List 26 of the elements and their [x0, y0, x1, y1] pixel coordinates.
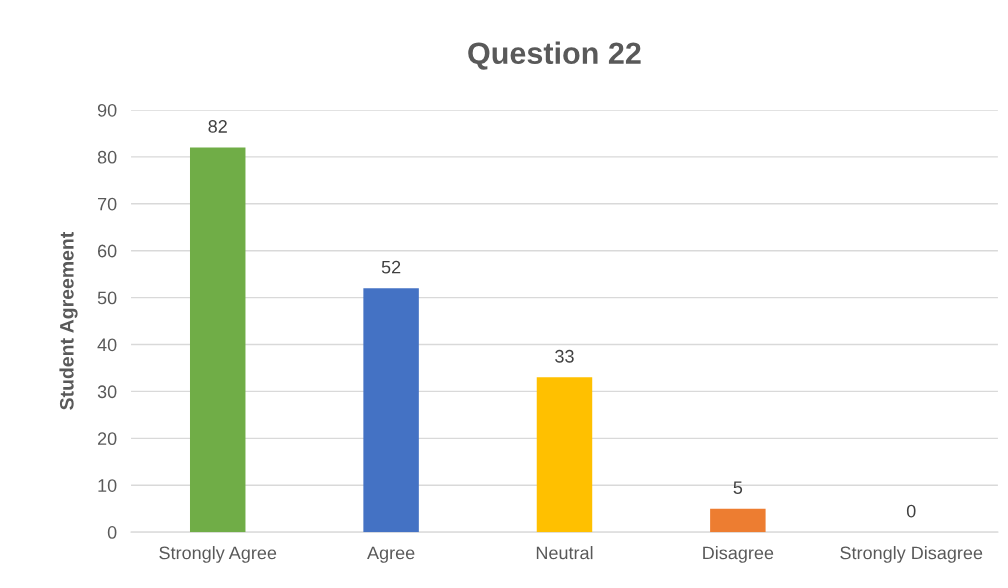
- y-tick-label: 50: [97, 291, 117, 305]
- y-tick-label: 60: [97, 244, 117, 258]
- y-tick-label: 20: [97, 432, 117, 446]
- bar: [363, 288, 419, 533]
- bar: [536, 377, 593, 533]
- x-tick-label: Disagree: [703, 546, 774, 563]
- y-tick-label: 30: [97, 385, 117, 399]
- y-tick-label: 80: [97, 150, 117, 164]
- y-tick-label: 10: [98, 479, 117, 492]
- data-label: 52: [381, 260, 401, 274]
- x-tick-label: Agree: [367, 546, 415, 563]
- data-label: 5: [733, 481, 743, 495]
- bar: [189, 147, 246, 533]
- y-tick-label: 90: [97, 103, 117, 117]
- bar: [710, 508, 766, 533]
- y-tick-label: 0: [107, 526, 117, 539]
- x-tick-label: Neutral: [536, 546, 593, 560]
- x-tick-label: Strongly Agree: [159, 546, 277, 563]
- y-tick-label: 70: [98, 197, 117, 211]
- chart-title: Question 22: [468, 41, 641, 70]
- data-label: 0: [906, 504, 916, 518]
- data-label: 33: [555, 349, 574, 363]
- y-tick-label: 40: [97, 338, 117, 352]
- data-label: 82: [208, 120, 227, 133]
- y-axis-title: Student Agreement: [59, 231, 78, 410]
- x-tick-label: Strongly Disagree: [840, 546, 983, 563]
